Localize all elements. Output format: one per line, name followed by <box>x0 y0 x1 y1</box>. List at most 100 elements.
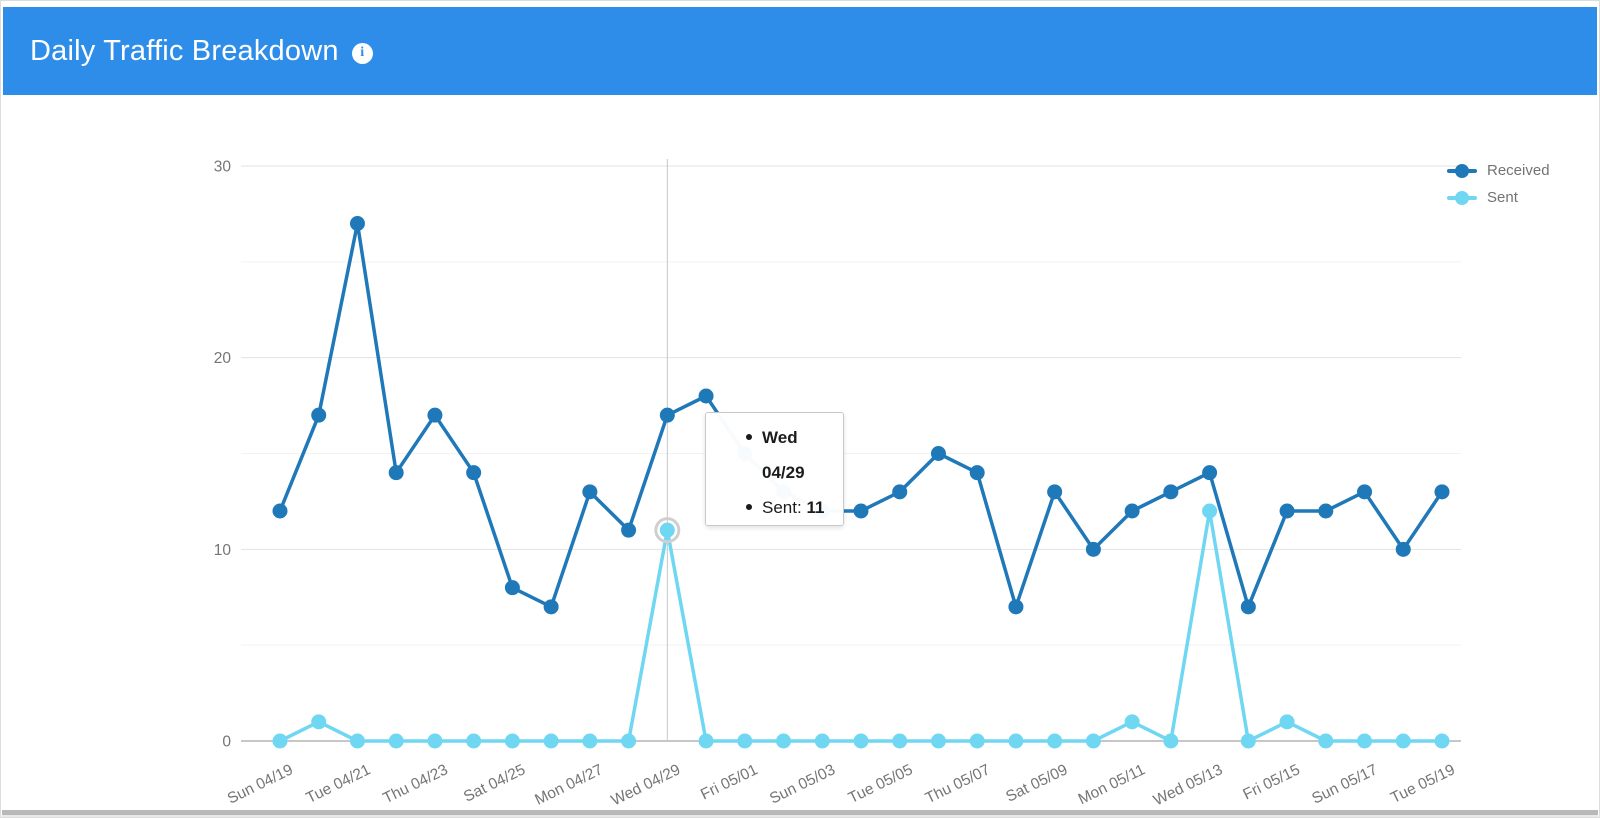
sent-point[interactable] <box>1008 733 1024 749</box>
received-point[interactable] <box>311 407 327 423</box>
info-icon[interactable]: i <box>351 42 373 64</box>
sent-swatch-icon <box>1447 190 1477 205</box>
legend-item-sent[interactable]: Sent <box>1447 184 1550 211</box>
sent-point[interactable] <box>853 733 869 749</box>
received-point[interactable] <box>1008 599 1024 615</box>
x-axis-label: Tue 04/21 <box>304 761 374 807</box>
received-point[interactable] <box>698 388 714 404</box>
received-point[interactable] <box>659 407 675 423</box>
received-point[interactable] <box>1047 484 1063 500</box>
received-point[interactable] <box>1124 503 1140 519</box>
received-point[interactable] <box>427 407 443 423</box>
sent-point[interactable] <box>621 733 637 749</box>
x-axis-label: Thu 05/07 <box>923 761 993 807</box>
bottom-scroll-track[interactable] <box>2 810 1598 815</box>
chart-tooltip: Wed 04/29 Sent: 11 <box>705 412 844 526</box>
sent-point[interactable] <box>814 733 830 749</box>
chart-header: Daily Traffic Breakdown i <box>3 7 1597 95</box>
received-point[interactable] <box>582 484 598 500</box>
x-axis-label: Mon 04/27 <box>532 761 605 808</box>
received-point[interactable] <box>853 503 869 519</box>
received-point[interactable] <box>1240 599 1256 615</box>
sent-point[interactable] <box>892 733 908 749</box>
received-point[interactable] <box>543 599 559 615</box>
sent-point[interactable] <box>1279 714 1295 730</box>
received-point[interactable] <box>272 503 288 519</box>
page-title: Daily Traffic Breakdown <box>30 34 339 67</box>
sent-point[interactable] <box>1318 733 1334 749</box>
sent-point[interactable] <box>1202 503 1218 519</box>
x-axis-label: Fri 05/15 <box>1240 761 1302 803</box>
sent-point[interactable] <box>1240 733 1256 749</box>
received-point[interactable] <box>1434 484 1450 500</box>
x-axis-label: Sun 04/19 <box>225 761 296 807</box>
sent-point[interactable] <box>776 733 792 749</box>
sent-point[interactable] <box>504 733 520 749</box>
sent-point[interactable] <box>698 733 714 749</box>
sent-line <box>278 509 1444 743</box>
sent-point[interactable] <box>1163 733 1179 749</box>
bottom-edge <box>2 815 1598 817</box>
sent-point[interactable] <box>659 522 675 538</box>
sent-point[interactable] <box>427 733 443 749</box>
x-axis-label: Mon 05/11 <box>1076 761 1148 808</box>
received-swatch-icon <box>1447 163 1477 178</box>
received-point[interactable] <box>1085 541 1101 557</box>
sent-point[interactable] <box>930 733 946 749</box>
legend-item-received[interactable]: Received <box>1447 157 1550 184</box>
received-point[interactable] <box>969 465 985 481</box>
sent-point[interactable] <box>1047 733 1063 749</box>
sent-point[interactable] <box>349 733 365 749</box>
legend: Received Sent <box>1447 157 1550 211</box>
sent-point[interactable] <box>543 733 559 749</box>
sent-point[interactable] <box>1434 733 1450 749</box>
bullet-icon <box>746 504 752 511</box>
x-axis-label: Sat 05/09 <box>1003 761 1070 805</box>
highlight-halo <box>654 517 681 544</box>
received-point[interactable] <box>621 522 637 538</box>
tooltip-day: Wed <box>762 428 798 447</box>
y-axis-label: 10 <box>214 542 232 559</box>
y-axis-label: 20 <box>214 350 232 367</box>
x-axis-label: Sun 05/17 <box>1309 761 1380 807</box>
tooltip-value: 11 <box>806 498 825 517</box>
received-point[interactable] <box>1202 465 1218 481</box>
sent-point[interactable] <box>1357 733 1373 749</box>
received-point[interactable] <box>1279 503 1295 519</box>
received-point[interactable] <box>349 215 365 231</box>
x-axis-label: Thu 04/23 <box>380 761 450 807</box>
x-axis-label: Sat 04/25 <box>461 761 528 805</box>
received-point[interactable] <box>1163 484 1179 500</box>
tooltip-date-row: 04/29 <box>746 455 843 490</box>
tooltip-value-row: Sent: 11 <box>746 490 843 525</box>
received-point[interactable] <box>1357 484 1373 500</box>
received-point[interactable] <box>388 465 404 481</box>
tooltip-series-label: Sent: <box>762 498 802 517</box>
x-axis-label: Wed 05/13 <box>1151 761 1226 809</box>
received-point[interactable] <box>892 484 908 500</box>
sent-point[interactable] <box>1124 714 1140 730</box>
received-point[interactable] <box>930 445 946 461</box>
received-point[interactable] <box>1395 541 1411 557</box>
sent-point[interactable] <box>969 733 985 749</box>
received-point[interactable] <box>1318 503 1334 519</box>
tooltip-date: 04/29 <box>762 463 805 482</box>
received-point[interactable] <box>466 465 482 481</box>
sent-point[interactable] <box>1395 733 1411 749</box>
x-axis-label: Tue 05/05 <box>846 761 916 807</box>
x-axis-label: Fri 05/01 <box>698 761 760 803</box>
legend-label-sent: Sent <box>1487 189 1518 206</box>
sent-point[interactable] <box>1085 733 1101 749</box>
sent-point[interactable] <box>311 714 327 730</box>
x-axis-label: Wed 04/29 <box>609 761 684 809</box>
sent-point[interactable] <box>582 733 598 749</box>
sent-point[interactable] <box>272 733 288 749</box>
sent-point[interactable] <box>466 733 482 749</box>
bullet-icon <box>746 434 752 441</box>
received-point[interactable] <box>504 580 520 596</box>
sent-point[interactable] <box>737 733 753 749</box>
x-axis-label: Sun 05/03 <box>767 761 838 807</box>
sent-point[interactable] <box>388 733 404 749</box>
